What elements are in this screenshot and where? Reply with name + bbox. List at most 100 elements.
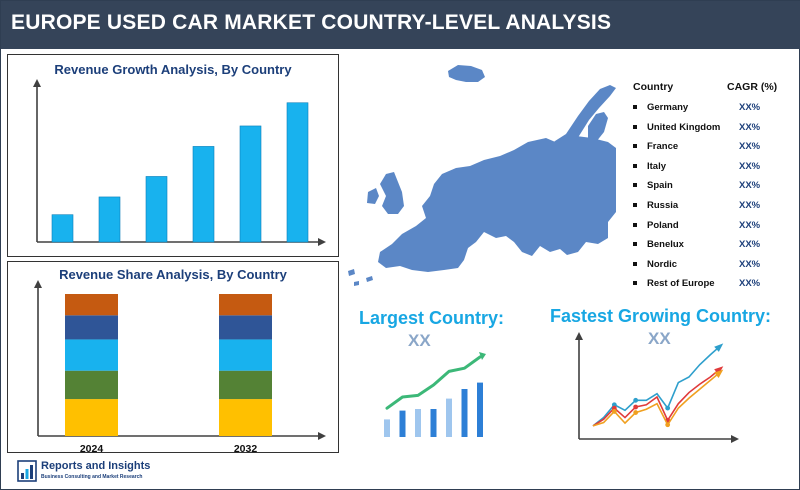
- fastest-series-line-2: [592, 367, 722, 427]
- largest-country-chart: [384, 352, 486, 437]
- fastest-series-point-3-2: [611, 409, 617, 414]
- growth-bar-5: [239, 125, 262, 243]
- cagr-value: XX%: [739, 141, 761, 153]
- largest-bar-3: [415, 409, 421, 437]
- mainland-shape: [378, 136, 616, 272]
- country-name: Benelux: [647, 239, 684, 251]
- fastest-series-arrow-3: [714, 369, 724, 378]
- cagr-row-nordic: Nordic XX%: [631, 256, 799, 276]
- cagr-row-russia: Russia XX%: [631, 197, 799, 217]
- logo-mark-icon: [17, 460, 37, 482]
- cagr-value: XX%: [739, 160, 761, 172]
- cagr-value: XX%: [739, 102, 761, 113]
- cagr-value: XX%: [739, 239, 761, 251]
- fastest-series-point-2-2: [611, 405, 617, 411]
- fastest-series-point-1-7: [665, 405, 671, 411]
- share-segment-2024-5: [65, 294, 118, 316]
- share-segment-2032-3: [219, 339, 272, 371]
- share-segment-2032-1: [219, 399, 272, 436]
- growth-bar-3: [145, 176, 168, 243]
- country-column-header: Country: [633, 81, 674, 93]
- bullet-icon: [633, 124, 637, 129]
- corsica-shape: [354, 281, 359, 286]
- europe-map: [348, 65, 616, 286]
- country-name: Russia: [647, 199, 679, 211]
- share-segment-2024-1: [65, 399, 118, 436]
- sardinia-shape: [348, 269, 355, 276]
- cagr-value: XX%: [739, 278, 761, 290]
- company-logo: Reports and Insights Business Consulting…: [17, 458, 177, 486]
- cagr-row-rest-of-europe: Rest of Europe XX%: [631, 275, 799, 295]
- country-name: Rest of Europe: [647, 278, 715, 290]
- fastest-country-value: XX: [648, 329, 671, 348]
- cagr-row-poland: Poland XX%: [631, 217, 799, 237]
- share-segment-2032-5: [219, 294, 272, 316]
- fastest-country-label: Fastest Growing Country:: [550, 306, 772, 326]
- largest-trend-line: [385, 355, 482, 410]
- growth-y-arrow: [33, 79, 41, 87]
- iceland-shape: [448, 65, 485, 82]
- fastest-country-chart: [575, 332, 739, 443]
- fastest-series-point-1-4: [633, 397, 639, 403]
- largest-country-value: XX: [408, 331, 431, 350]
- country-name: United Kingdom: [647, 121, 721, 133]
- cagr-table-header: Country CAGR (%): [631, 79, 799, 99]
- bullet-icon: [633, 222, 637, 227]
- growth-chart-title: Revenue Growth Analysis, By Country: [54, 62, 292, 77]
- largest-bar-4: [430, 409, 437, 437]
- fastest-series-arrow-1: [714, 343, 724, 352]
- share-segment-2032-4: [219, 315, 272, 340]
- page-title: EUROPE USED CAR MARKET COUNTRY-LEVEL ANA…: [11, 11, 612, 34]
- largest-country-label: Largest Country:: [359, 308, 505, 328]
- growth-bar-1: [51, 214, 74, 243]
- cagr-column-header: CAGR (%): [727, 81, 778, 93]
- finland-shape: [588, 112, 608, 142]
- growth-bar-4: [192, 146, 215, 243]
- uk-shape: [380, 172, 404, 214]
- fastest-x-arrow: [731, 435, 739, 443]
- share-chart-title: Revenue Share Analysis, By Country: [59, 267, 287, 282]
- share-segment-2024-4: [65, 315, 118, 340]
- share-y-arrow: [34, 280, 42, 288]
- logo-name: Reports and Insights: [41, 460, 151, 472]
- cagr-value: XX%: [739, 219, 761, 231]
- largest-bar-2: [399, 410, 406, 437]
- country-name: France: [647, 141, 679, 153]
- share-category-label-2032: 2032: [234, 443, 258, 454]
- bullet-icon: [633, 105, 637, 109]
- header-bar: EUROPE USED CAR MARKET COUNTRY-LEVEL ANA…: [1, 1, 800, 49]
- cagr-value: XX%: [739, 180, 761, 192]
- growth-chart: [33, 79, 326, 246]
- bullet-icon: [633, 163, 637, 168]
- bullet-icon: [633, 242, 637, 247]
- balearic-shape: [366, 276, 373, 282]
- country-name: Spain: [647, 180, 673, 192]
- cagr-value: XX%: [739, 199, 761, 211]
- cagr-row-united-kingdom: United Kingdom XX%: [631, 119, 799, 139]
- share-segment-2024-2: [65, 370, 118, 400]
- country-name: Germany: [647, 102, 689, 113]
- bullet-icon: [633, 202, 637, 207]
- growth-x-arrow: [318, 238, 326, 246]
- growth-panel: Revenue Growth Analysis, By Country: [7, 54, 339, 257]
- bullet-icon: [633, 144, 637, 149]
- cagr-row-germany: Germany XX%: [631, 99, 799, 119]
- fastest-series-arrow-2: [714, 366, 724, 375]
- cagr-value: XX%: [739, 121, 761, 133]
- growth-bar-2: [98, 196, 121, 243]
- largest-bar-1: [384, 419, 390, 437]
- largest-bar-6: [461, 389, 468, 437]
- fastest-series-point-1-2: [611, 402, 617, 408]
- cagr-row-benelux: Benelux XX%: [631, 236, 799, 256]
- cagr-row-italy: Italy XX%: [631, 158, 799, 178]
- growth-bar-6: [286, 102, 309, 243]
- fastest-series-point-3-4: [633, 410, 639, 415]
- cagr-table: Country CAGR (%) Germany XX% United Kingd…: [631, 79, 799, 295]
- share-category-label-2024: 2024: [80, 443, 104, 454]
- bullet-icon: [633, 261, 637, 266]
- share-panel: Revenue Share Analysis, By Country 2024 2…: [7, 261, 339, 454]
- cagr-value: XX%: [739, 258, 761, 270]
- fastest-series-point-2-4: [633, 404, 639, 410]
- country-name: Nordic: [647, 258, 678, 270]
